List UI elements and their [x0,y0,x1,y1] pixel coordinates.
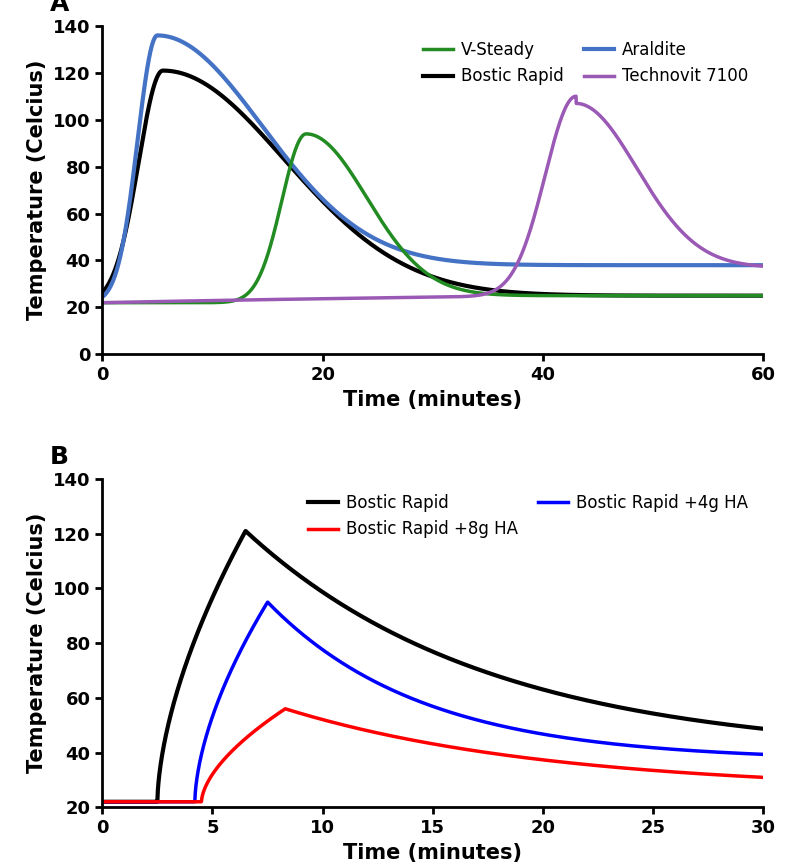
Legend: V-Steady, Bostic Rapid, Araldite, Technovit 7100: V-Steady, Bostic Rapid, Araldite, Techno… [416,35,755,92]
Text: A: A [50,0,68,16]
Y-axis label: Temperature (Celcius): Temperature (Celcius) [28,60,47,320]
Legend: Bostic Rapid, Bostic Rapid +8g HA, Bostic Rapid +4g HA: Bostic Rapid, Bostic Rapid +8g HA, Bosti… [301,487,755,545]
Text: B: B [50,445,68,470]
X-axis label: Time (minutes): Time (minutes) [343,843,523,863]
Y-axis label: Temperature (Celcius): Temperature (Celcius) [28,513,47,773]
X-axis label: Time (minutes): Time (minutes) [343,390,523,410]
